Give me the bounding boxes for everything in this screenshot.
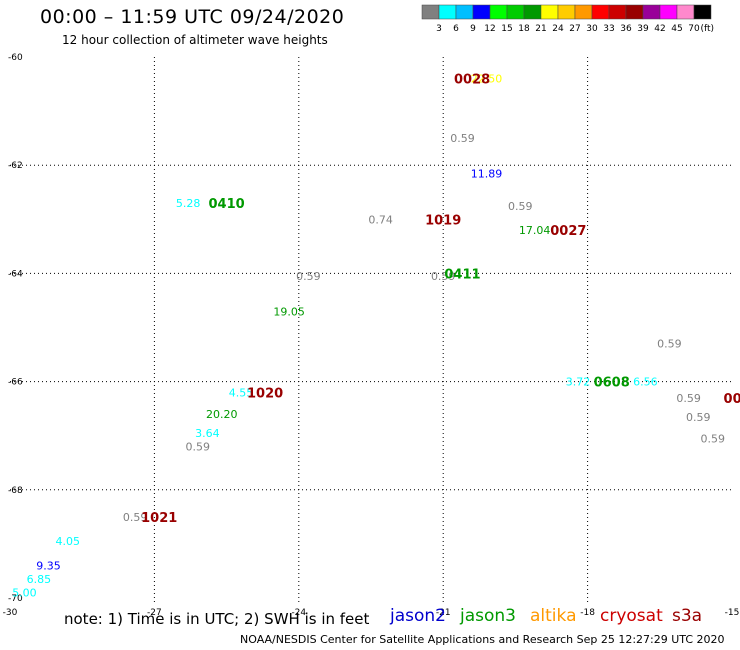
y-tick-label: -64 bbox=[8, 269, 23, 279]
time-label: 0411 bbox=[444, 267, 480, 282]
wave-height-value: 5.00 bbox=[12, 587, 37, 600]
colorbar-swatch bbox=[676, 4, 695, 20]
wave-height-value: 3.64 bbox=[195, 427, 220, 440]
time-label: 1019 bbox=[425, 213, 461, 228]
axis-ticks: -30 -27 -24 -21 -18 -15 -60 -62 -64 -66 -68 -70 bbox=[3, 53, 740, 618]
satellite-cryosat: cryosat bbox=[600, 606, 663, 626]
colorbar-label: 24 bbox=[552, 24, 564, 34]
x-tick-label: -24 bbox=[291, 608, 306, 618]
credit-line: NOAA/NESDIS Center for Satellite Applica… bbox=[240, 633, 725, 646]
colorbar-swatch bbox=[608, 4, 627, 20]
wave-height-value: 0.59 bbox=[450, 132, 475, 145]
x-tick-label: -15 bbox=[725, 608, 740, 618]
colorbar-label: 36 bbox=[620, 24, 632, 34]
x-tick-label: -18 bbox=[580, 608, 595, 618]
y-tick-label: -70 bbox=[8, 594, 23, 604]
wave-height-value: 0.74 bbox=[368, 213, 393, 226]
colorbar-label: 39 bbox=[637, 24, 649, 34]
time-label: 0410 bbox=[209, 197, 245, 212]
time-label: 0028 bbox=[454, 73, 490, 88]
wave-height-value: 4.05 bbox=[56, 535, 81, 548]
wave-height-value: 6.56 bbox=[633, 376, 658, 389]
colorbar-label: 3 bbox=[436, 24, 442, 34]
grid-lines bbox=[10, 57, 732, 604]
wave-height-value: 3.72 bbox=[566, 376, 591, 389]
colorbar-label: 30 bbox=[586, 24, 598, 34]
colorbar-swatch bbox=[642, 4, 661, 20]
wave-height-value: 19.05 bbox=[273, 305, 305, 318]
colorbar-label: 42 bbox=[654, 24, 665, 34]
colorbar-swatch bbox=[421, 4, 440, 20]
colorbar-label: 21 bbox=[535, 24, 546, 34]
colorbar-label: 70 bbox=[688, 24, 700, 34]
y-tick-label: -60 bbox=[8, 53, 23, 63]
satellite-s3a: s3a bbox=[672, 606, 703, 626]
chart-title: 00:00 – 11:59 UTC 09/24/2020 bbox=[40, 6, 345, 28]
colorbar-label: 6 bbox=[453, 24, 459, 34]
footer-note: note: 1) Time is in UTC; 2) SWH is in fe… bbox=[64, 610, 370, 628]
colorbar-swatch bbox=[540, 4, 559, 20]
wave-height-value: 0.59 bbox=[508, 200, 533, 213]
wave-height-value: 0.59 bbox=[185, 441, 210, 454]
chart-subtitle: 12 hour collection of altimeter wave hei… bbox=[62, 33, 328, 47]
colorbar-label: 33 bbox=[603, 24, 614, 34]
wave-height-value: 5.28 bbox=[176, 197, 201, 210]
wave-height-value: 9.35 bbox=[36, 560, 61, 573]
colorbar-swatch bbox=[625, 4, 644, 20]
satellite-jason2: jason2 bbox=[390, 606, 446, 626]
colorbar-unit: (ft) bbox=[700, 24, 714, 34]
colorbar-swatch bbox=[557, 4, 576, 20]
colorbar-label: 15 bbox=[501, 24, 512, 34]
colorbar-swatch bbox=[438, 4, 457, 20]
colorbar-label: 45 bbox=[671, 24, 682, 34]
time-label: 0027 bbox=[550, 224, 586, 239]
time-label: 1021 bbox=[141, 511, 177, 526]
time-label: 1020 bbox=[247, 386, 283, 401]
time-labels: 0028 0410 1019 0027 0411 0608 0026 1020 1021 bbox=[141, 73, 740, 526]
y-tick-label: -66 bbox=[8, 378, 23, 388]
wave-height-value: 0.59 bbox=[686, 411, 711, 424]
wave-height-value: 17.04 bbox=[519, 224, 551, 237]
colorbar-swatch bbox=[455, 4, 474, 20]
x-tick-label: -27 bbox=[147, 608, 162, 618]
colorbar-swatch bbox=[489, 4, 508, 20]
satellite-jason3: jason3 bbox=[460, 606, 516, 626]
colorbar-swatch bbox=[506, 4, 525, 20]
wave-height-value: 0.59 bbox=[296, 270, 321, 283]
wave-height-value: 0.59 bbox=[700, 432, 725, 445]
y-tick-label: -68 bbox=[8, 486, 23, 496]
wave-height-value: 22.50 bbox=[471, 73, 503, 86]
wave-height-value: 0.59 bbox=[123, 511, 148, 524]
colorbar-label: 12 bbox=[484, 24, 495, 34]
time-label: 0026 bbox=[724, 392, 740, 407]
satellite-altika: altika bbox=[530, 606, 577, 626]
colorbar-swatch bbox=[591, 4, 610, 20]
colorbar-swatch bbox=[574, 4, 593, 20]
wave-height-value: 4.55 bbox=[229, 386, 254, 399]
colorbar-swatch bbox=[693, 4, 712, 20]
y-tick-label: -62 bbox=[8, 161, 23, 171]
colorbar-swatch bbox=[523, 4, 542, 20]
wave-height-value: 6.85 bbox=[27, 573, 52, 586]
wave-height-value: 0.59 bbox=[657, 338, 682, 351]
wave-height-value: 0.59 bbox=[431, 270, 456, 283]
time-label: 0608 bbox=[594, 376, 630, 391]
x-tick-label: -30 bbox=[3, 608, 18, 618]
colorbar-swatch bbox=[659, 4, 678, 20]
color-legend: 3 6 9 12 15 18 21 24 27 30 33 36 39 42 45 70 (ft) bbox=[421, 4, 714, 34]
colorbar-swatch bbox=[472, 4, 491, 20]
colorbar-label: 27 bbox=[569, 24, 580, 34]
wave-height-value: 0.59 bbox=[676, 392, 701, 405]
x-tick-label: -21 bbox=[436, 608, 451, 618]
colorbar-label: 18 bbox=[518, 24, 530, 34]
wave-height-value: 20.20 bbox=[206, 408, 238, 421]
colorbar-label: 9 bbox=[470, 24, 476, 34]
wave-height-value: 11.89 bbox=[471, 167, 503, 180]
